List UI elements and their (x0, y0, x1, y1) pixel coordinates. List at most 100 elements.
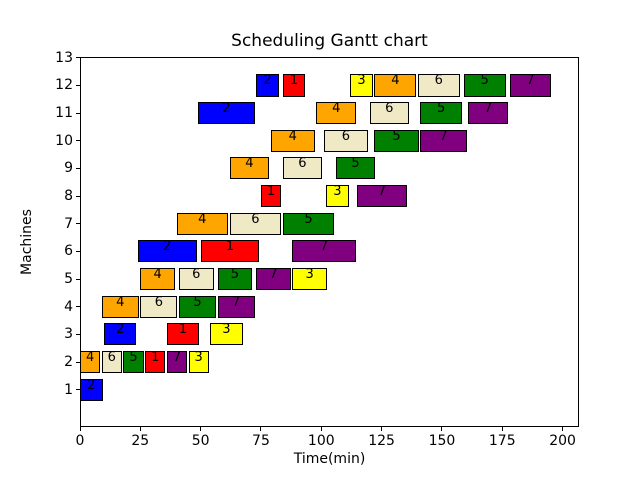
gantt-bar-job-5: 5 (463, 73, 506, 97)
y-tick-label: 9 (64, 160, 73, 177)
gantt-bar-job-5: 5 (420, 101, 463, 125)
bar-job-number: 4 (153, 266, 162, 282)
gantt-bar-job-6: 6 (369, 101, 410, 125)
x-tick-label: 175 (488, 433, 516, 449)
bar-job-number: 5 (193, 294, 202, 310)
gantt-bar-job-2: 2 (80, 378, 103, 401)
y-tick-mark (76, 250, 80, 252)
gantt-bar-job-2: 2 (104, 322, 137, 346)
y-tick-mark (76, 140, 80, 142)
gantt-bar-job-6: 6 (101, 350, 122, 374)
y-tick-label: 4 (64, 298, 73, 315)
gantt-bar-job-6: 6 (282, 156, 323, 180)
bar-job-number: 6 (251, 211, 260, 227)
y-tick-label: 1 (64, 381, 73, 398)
bar-job-number: 4 (116, 294, 125, 310)
gantt-bar-job-5: 5 (282, 211, 335, 235)
bar-job-number: 5 (129, 349, 138, 365)
y-tick-label: 11 (55, 105, 73, 122)
gantt-bar-job-2: 2 (256, 73, 279, 97)
x-tick-label: 25 (131, 433, 150, 449)
y-tick-mark (76, 112, 80, 114)
bar-job-number: 4 (85, 349, 95, 365)
y-tick-label: 5 (64, 271, 73, 288)
bar-job-number: 4 (391, 73, 400, 89)
y-tick-mark (76, 389, 80, 391)
gantt-bar-job-5: 5 (217, 267, 253, 291)
gantt-bar-job-3: 3 (188, 350, 209, 374)
gantt-bar-job-4: 4 (101, 294, 139, 318)
bar-job-number: 4 (245, 156, 254, 172)
gantt-bar-job-6: 6 (178, 267, 214, 291)
gantt-bar-job-1: 1 (282, 73, 306, 97)
bar-job-number: 6 (298, 156, 307, 172)
y-tick-mark (76, 195, 80, 197)
bar-job-number: 6 (385, 101, 394, 117)
gantt-bar-job-5: 5 (123, 349, 144, 374)
gantt-bar-job-4: 4 (374, 73, 417, 97)
bar-job-number: 4 (332, 101, 341, 117)
bar-job-number: 7 (172, 349, 182, 365)
bar-job-number: 3 (305, 266, 314, 282)
y-tick-label: 7 (64, 215, 73, 232)
x-tick-mark (79, 427, 81, 431)
bar-job-number: 5 (304, 211, 313, 227)
x-tick-label: 100 (307, 433, 335, 449)
bar-job-number: 6 (341, 128, 351, 144)
y-tick-label: 2 (64, 354, 73, 370)
gantt-bar-job-7: 7 (292, 239, 356, 263)
bar-job-number: 1 (225, 239, 235, 255)
gantt-bar-job-5: 5 (335, 156, 376, 180)
x-tick-label: 125 (368, 433, 395, 449)
gantt-bar-job-7: 7 (468, 101, 508, 125)
bar-job-number: 2 (116, 322, 125, 338)
bar-job-number: 7 (526, 73, 535, 89)
y-tick-mark (76, 361, 80, 363)
bar-job-number: 4 (288, 128, 297, 144)
gantt-bar-job-6: 6 (229, 211, 282, 235)
bar-job-number: 4 (198, 211, 207, 227)
gantt-bar-job-4: 4 (80, 349, 101, 374)
gantt-bar-job-5: 5 (374, 129, 419, 152)
y-tick-mark (76, 278, 80, 280)
gantt-bar-job-6: 6 (140, 294, 178, 318)
bar-job-number: 6 (434, 73, 443, 89)
chart-title: Scheduling Gantt chart (231, 31, 428, 51)
y-tick-mark (76, 223, 80, 225)
x-tick-label: 150 (428, 433, 456, 449)
gantt-bar-job-7: 7 (256, 266, 291, 291)
bar-job-number: 5 (437, 101, 446, 117)
gantt-bar-job-2: 2 (137, 239, 197, 263)
x-tick-label: 0 (75, 433, 85, 449)
gantt-bar-job-2: 2 (198, 101, 255, 125)
bar-job-number: 7 (484, 101, 493, 117)
y-tick-label: 10 (55, 132, 73, 149)
bar-job-number: 1 (266, 184, 276, 200)
gantt-bar-job-1: 1 (260, 184, 282, 208)
gantt-bar-job-3: 3 (292, 266, 328, 291)
bar-job-number: 2 (263, 73, 272, 89)
bar-job-number: 1 (151, 349, 160, 365)
x-tick-mark (562, 427, 564, 431)
y-tick-label: 12 (55, 77, 73, 94)
x-tick-mark (139, 427, 141, 431)
gantt-bar-job-7: 7 (217, 295, 255, 318)
y-tick-label: 8 (64, 188, 73, 205)
gantt-bar-job-4: 4 (270, 128, 315, 152)
x-tick-mark (501, 427, 503, 431)
x-axis-label: Time(min) (293, 451, 366, 467)
x-tick-mark (381, 427, 383, 431)
bar-job-number: 7 (377, 184, 387, 200)
bar-job-number: 5 (351, 156, 360, 172)
y-tick-mark (76, 306, 80, 308)
bar-job-number: 3 (357, 73, 366, 89)
gantt-bar-job-4: 4 (140, 266, 175, 291)
y-tick-mark (76, 167, 80, 169)
bar-job-number: 6 (154, 294, 163, 310)
bar-job-number: 7 (269, 266, 278, 282)
bar-job-number: 7 (439, 128, 448, 144)
gantt-bar-job-1: 1 (166, 322, 200, 346)
bar-job-number: 1 (289, 73, 299, 89)
x-tick-mark (260, 427, 262, 431)
